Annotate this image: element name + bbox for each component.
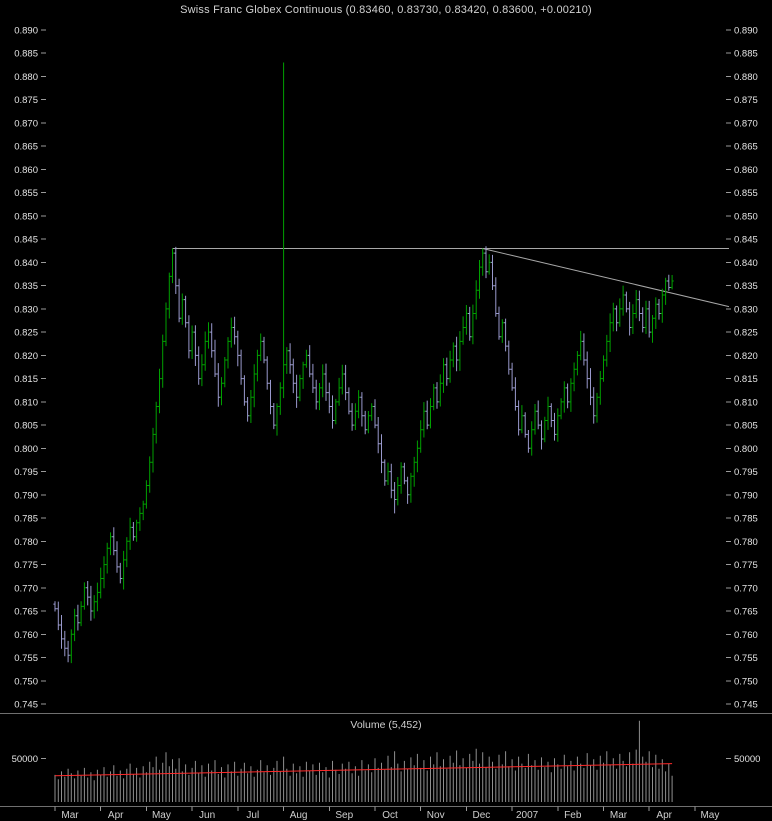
price-axis-label-left: 0.835 [14,281,38,292]
price-axis-label-right: 0.745 [734,700,758,711]
month-label: May [700,810,719,821]
price-axis-label-right: 0.805 [734,421,758,432]
price-axis-label-left: 0.765 [14,607,38,618]
price-axis-label-left: 0.775 [14,560,38,571]
price-axis-label-right: 0.800 [734,444,758,455]
price-axis-label-left: 0.760 [14,630,38,641]
price-axis-label-left: 0.880 [14,72,38,83]
price-axis-label-right: 0.825 [734,328,758,339]
descending-trendline[interactable] [482,248,730,308]
price-axis-label-right: 0.890 [734,26,758,37]
price-axis-label-right: 0.865 [734,142,758,153]
down-bars [53,246,671,663]
price-axis-label-left: 0.885 [14,49,38,60]
price-axis-label-right: 0.875 [734,95,758,106]
price-axis-label-right: 0.795 [734,467,758,478]
up-bars [69,62,674,664]
price-axis-label-left: 0.865 [14,142,38,153]
price-axis-label-right: 0.750 [734,676,758,687]
price-axis-label-right: 0.870 [734,118,758,129]
price-axis-label-left: 0.770 [14,583,38,594]
price-axis-label-left: 0.860 [14,165,38,176]
price-axis-label-left: 0.780 [14,537,38,548]
price-axis-label-left: 0.855 [14,188,38,199]
price-axis-label-left: 0.875 [14,95,38,106]
price-axis-label-right: 0.835 [734,281,758,292]
price-axis-label-right: 0.845 [734,235,758,246]
price-axis-label-right: 0.755 [734,653,758,664]
price-axis-label-left: 0.800 [14,444,38,455]
month-label: Nov [427,810,445,821]
volume-regression-line[interactable] [54,763,673,777]
month-label: Mar [610,810,628,821]
price-axis-label-left: 0.745 [14,700,38,711]
price-axis-label-right: 0.885 [734,49,758,60]
price-axis-label-right: 0.810 [734,397,758,408]
month-label: Dec [473,810,491,821]
price-axis-label-right: 0.850 [734,211,758,222]
price-axis-label-left: 0.795 [14,467,38,478]
price-axis-label-left: 0.830 [14,304,38,315]
price-axis-label-right: 0.790 [734,490,758,501]
price-axis-label-left: 0.820 [14,351,38,362]
price-axis-label-right: 0.780 [734,537,758,548]
price-axis-label-right: 0.815 [734,374,758,385]
volume-bars [54,720,673,802]
month-label: Apr [108,810,124,821]
price-axis-label-left: 0.815 [14,374,38,385]
price-axis-label-left: 0.805 [14,421,38,432]
price-axis-label-left: 0.785 [14,514,38,525]
month-label: Apr [656,810,672,821]
price-axis-label-left: 0.840 [14,258,38,269]
price-axis-label-left: 0.890 [14,26,38,37]
price-axis-label-right: 0.765 [734,607,758,618]
month-label: Jun [199,810,215,821]
price-axis-label-right: 0.855 [734,188,758,199]
month-label: Sep [335,810,353,821]
volume-axis-label-right: 50000 [734,754,760,765]
price-axis-label-right: 0.760 [734,630,758,641]
price-axis-label-left: 0.870 [14,118,38,129]
price-axis-label-right: 0.840 [734,258,758,269]
price-axis-label-left: 0.850 [14,211,38,222]
price-axis-label-right: 0.830 [734,304,758,315]
price-axis-label-right: 0.880 [734,72,758,83]
month-label: Oct [382,810,398,821]
price-axis-label-right: 0.770 [734,583,758,594]
month-label: Feb [564,810,582,821]
month-label: Jul [246,810,259,821]
month-label: Aug [290,810,308,821]
price-axis-label-left: 0.845 [14,235,38,246]
month-label: Mar [61,810,79,821]
price-axis-label-left: 0.755 [14,653,38,664]
month-label: May [152,810,171,821]
price-axis-label-right: 0.785 [734,514,758,525]
month-label: 2007 [516,810,539,821]
volume-axis-label-left: 50000 [12,754,38,765]
chart-title: Swiss Franc Globex Continuous (0.83460, … [180,4,592,16]
price-axis-label-left: 0.750 [14,676,38,687]
price-axis-label-right: 0.775 [734,560,758,571]
volume-pane-title: Volume (5,452) [350,719,422,731]
price-axis-label-left: 0.810 [14,397,38,408]
price-axis-label-right: 0.820 [734,351,758,362]
price-axis-label-right: 0.860 [734,165,758,176]
price-axis-label-left: 0.825 [14,328,38,339]
price-axis-label-left: 0.790 [14,490,38,501]
